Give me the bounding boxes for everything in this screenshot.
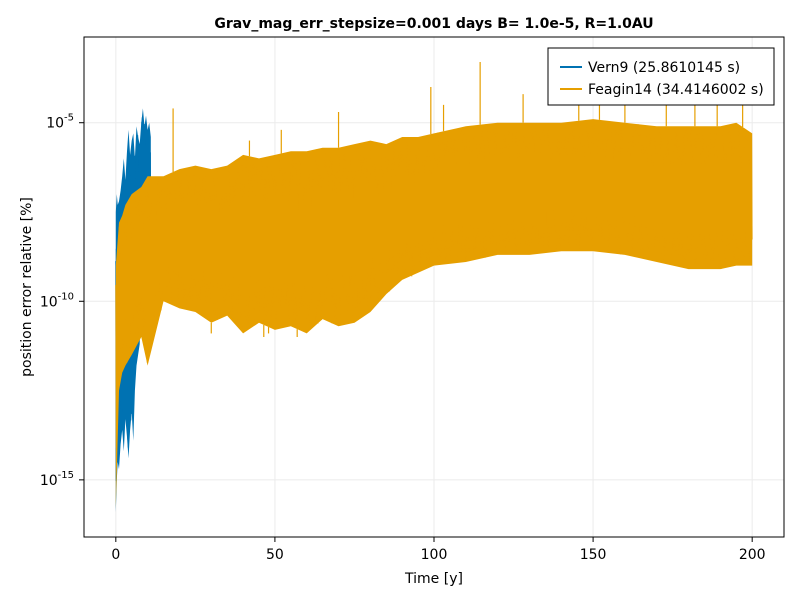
x-tick-label: 150 [580, 547, 607, 563]
chart-title: Grav_mag_err_stepsize=0.001 days B= 1.0e… [214, 16, 653, 32]
x-tick-label: 0 [111, 547, 120, 563]
y-tick-label: 10-10 [40, 291, 74, 310]
legend-label-vern9: Vern9 (25.8610145 s) [588, 60, 740, 76]
x-axis-label: Time [y] [404, 571, 463, 587]
y-tick-label: 10-15 [40, 470, 74, 489]
x-tick-label: 100 [421, 547, 448, 563]
series-layer [115, 62, 753, 513]
y-axis-label: position error relative [%] [19, 197, 35, 377]
x-axis: 0 50 100 150 200 [111, 537, 766, 563]
x-tick-label: 50 [266, 547, 284, 563]
legend: Vern9 (25.8610145 s) Feagin14 (34.414600… [547, 47, 775, 106]
x-tick-label: 200 [739, 547, 766, 563]
legend-box [547, 47, 775, 106]
legend-label-feagin14: Feagin14 (34.4146002 s) [588, 82, 764, 98]
y-axis: 10-15 10-10 10-5 [40, 113, 84, 489]
y-tick-label: 10-5 [46, 113, 74, 132]
series-line [115, 119, 753, 448]
